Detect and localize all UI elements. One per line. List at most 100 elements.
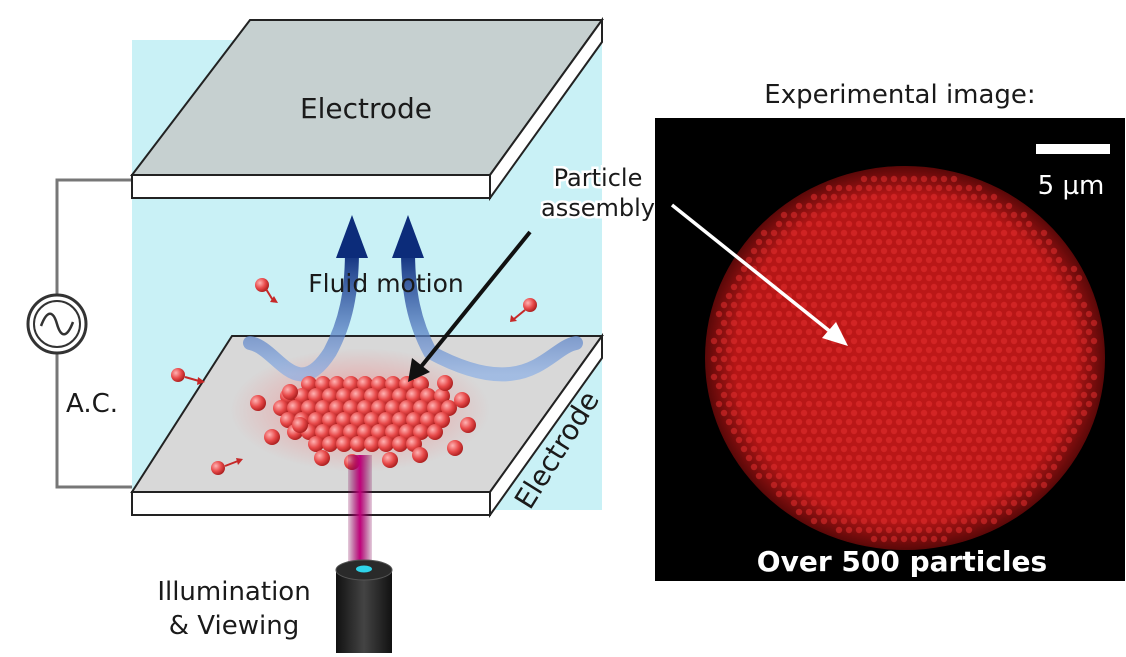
cluster-particle-dot: [960, 391, 968, 399]
cluster-particle-dot: [1050, 355, 1058, 363]
cluster-particle-dot: [850, 463, 858, 471]
cluster-particle-dot: [890, 373, 898, 381]
cluster-particle-dot: [1025, 382, 1033, 390]
cluster-particle-dot: [845, 382, 853, 390]
cluster-particle-dot: [1005, 436, 1013, 444]
cluster-particle-dot: [755, 238, 763, 246]
cluster-particle-dot: [730, 373, 738, 381]
cluster-particle-dot: [840, 373, 848, 381]
cluster-particle-dot: [920, 445, 928, 453]
cluster-particle-dot: [825, 274, 833, 282]
cluster-particle-dot: [1020, 355, 1028, 363]
cluster-particle-dot: [770, 247, 778, 255]
cluster-particle-dot: [835, 220, 843, 228]
experimental-panel-title: Experimental image:: [764, 80, 1035, 110]
cluster-particle-dot: [865, 310, 873, 318]
cluster-particle-dot: [810, 427, 818, 435]
cluster-particle-dot: [1075, 418, 1083, 426]
cluster-particle-dot: [915, 202, 923, 210]
cluster-particle-dot: [955, 508, 963, 516]
cluster-particle-dot: [840, 517, 848, 525]
cluster-particle-dot: [765, 346, 773, 354]
particle: [382, 452, 398, 468]
cluster-particle-dot: [740, 409, 748, 417]
cluster-particle-dot: [1005, 490, 1013, 498]
cluster-particle-dot: [995, 508, 1003, 516]
cluster-particle-dot: [960, 517, 968, 525]
cluster-particle-dot: [1010, 499, 1018, 507]
cluster-particle-dot: [800, 409, 808, 417]
cluster-particle-dot: [1010, 445, 1018, 453]
cluster-particle-dot: [1060, 445, 1068, 453]
cluster-particle-dot: [1085, 328, 1093, 336]
cluster-particle-dot: [1020, 427, 1028, 435]
cluster-particle-dot: [890, 391, 898, 399]
cluster-particle-dot: [905, 400, 913, 408]
cluster-particle-dot: [1085, 400, 1093, 408]
cluster-particle-dot: [935, 202, 943, 210]
cluster-particle-dot: [1045, 382, 1053, 390]
cluster-particle-dot: [715, 400, 723, 408]
cluster-particle-dot: [820, 409, 828, 417]
cluster-particle-dot: [1000, 409, 1008, 417]
cluster-particle-dot: [995, 454, 1003, 462]
fluid-flow-arrows: [243, 215, 583, 382]
cluster-particle-dot: [1035, 292, 1043, 300]
cluster-particle-dot: [815, 364, 823, 372]
cluster-particle-dot: [1035, 256, 1043, 264]
cluster-particle-dot: [930, 373, 938, 381]
cluster-particle-dot: [1045, 418, 1053, 426]
cluster-particle-dot: [835, 454, 843, 462]
cluster-particle-dot: [950, 211, 958, 219]
cluster-particle-dot: [825, 472, 833, 480]
cluster-particle-dot: [945, 472, 953, 480]
cluster-particle-dot: [1035, 472, 1043, 480]
cluster-particle-dot: [915, 184, 923, 192]
cluster-particle-dot: [1075, 310, 1083, 318]
cluster-particle-dot: [880, 211, 888, 219]
cluster-particle-dot: [960, 337, 968, 345]
cluster-particle-dot: [840, 427, 848, 435]
cluster-particle-dot: [735, 328, 743, 336]
cluster-particle-dot: [1020, 373, 1028, 381]
cluster-particle-dot: [875, 202, 883, 210]
cluster-particle-dot: [795, 382, 803, 390]
cluster-particle-dot: [930, 463, 938, 471]
cluster-particle-dot: [940, 247, 948, 255]
particle: [329, 376, 345, 392]
cluster-particle-dot: [930, 301, 938, 309]
cluster-particle-dot: [940, 355, 948, 363]
cluster-particle-dot: [980, 355, 988, 363]
cluster-particle-dot: [820, 301, 828, 309]
cluster-particle-dot: [980, 211, 988, 219]
cluster-particle-dot: [1010, 283, 1018, 291]
cluster-particle-dot: [1060, 265, 1068, 273]
cluster-particle-dot: [1070, 409, 1078, 417]
cluster-particle-dot: [830, 409, 838, 417]
cluster-particle-dot: [880, 229, 888, 237]
cluster-particle-dot: [1035, 274, 1043, 282]
cluster-particle-dot: [1070, 355, 1078, 363]
cluster-particle-dot: [945, 310, 953, 318]
cluster-particle-dot: [770, 373, 778, 381]
cluster-particle-dot: [1025, 454, 1033, 462]
cluster-particle-dot: [935, 274, 943, 282]
cluster-particle-dot: [875, 328, 883, 336]
cluster-particle-dot: [860, 265, 868, 273]
cluster-particle-dot: [1040, 283, 1048, 291]
particle: [364, 388, 380, 404]
cluster-particle-dot: [990, 265, 998, 273]
cluster-particle-dot: [1005, 310, 1013, 318]
cluster-particle-dot: [865, 220, 873, 228]
cluster-particle-dot: [940, 373, 948, 381]
cluster-particle-dot: [860, 319, 868, 327]
cluster-particle-dot: [905, 292, 913, 300]
cluster-particle-dot: [750, 301, 758, 309]
cluster-particle-dot: [725, 382, 733, 390]
cluster-particle-dot: [900, 535, 908, 543]
cluster-particle-dot: [930, 391, 938, 399]
cluster-particle-dot: [815, 472, 823, 480]
cluster-particle-dot: [995, 256, 1003, 264]
cluster-particle-dot: [905, 418, 913, 426]
cluster-particle-dot: [835, 364, 843, 372]
